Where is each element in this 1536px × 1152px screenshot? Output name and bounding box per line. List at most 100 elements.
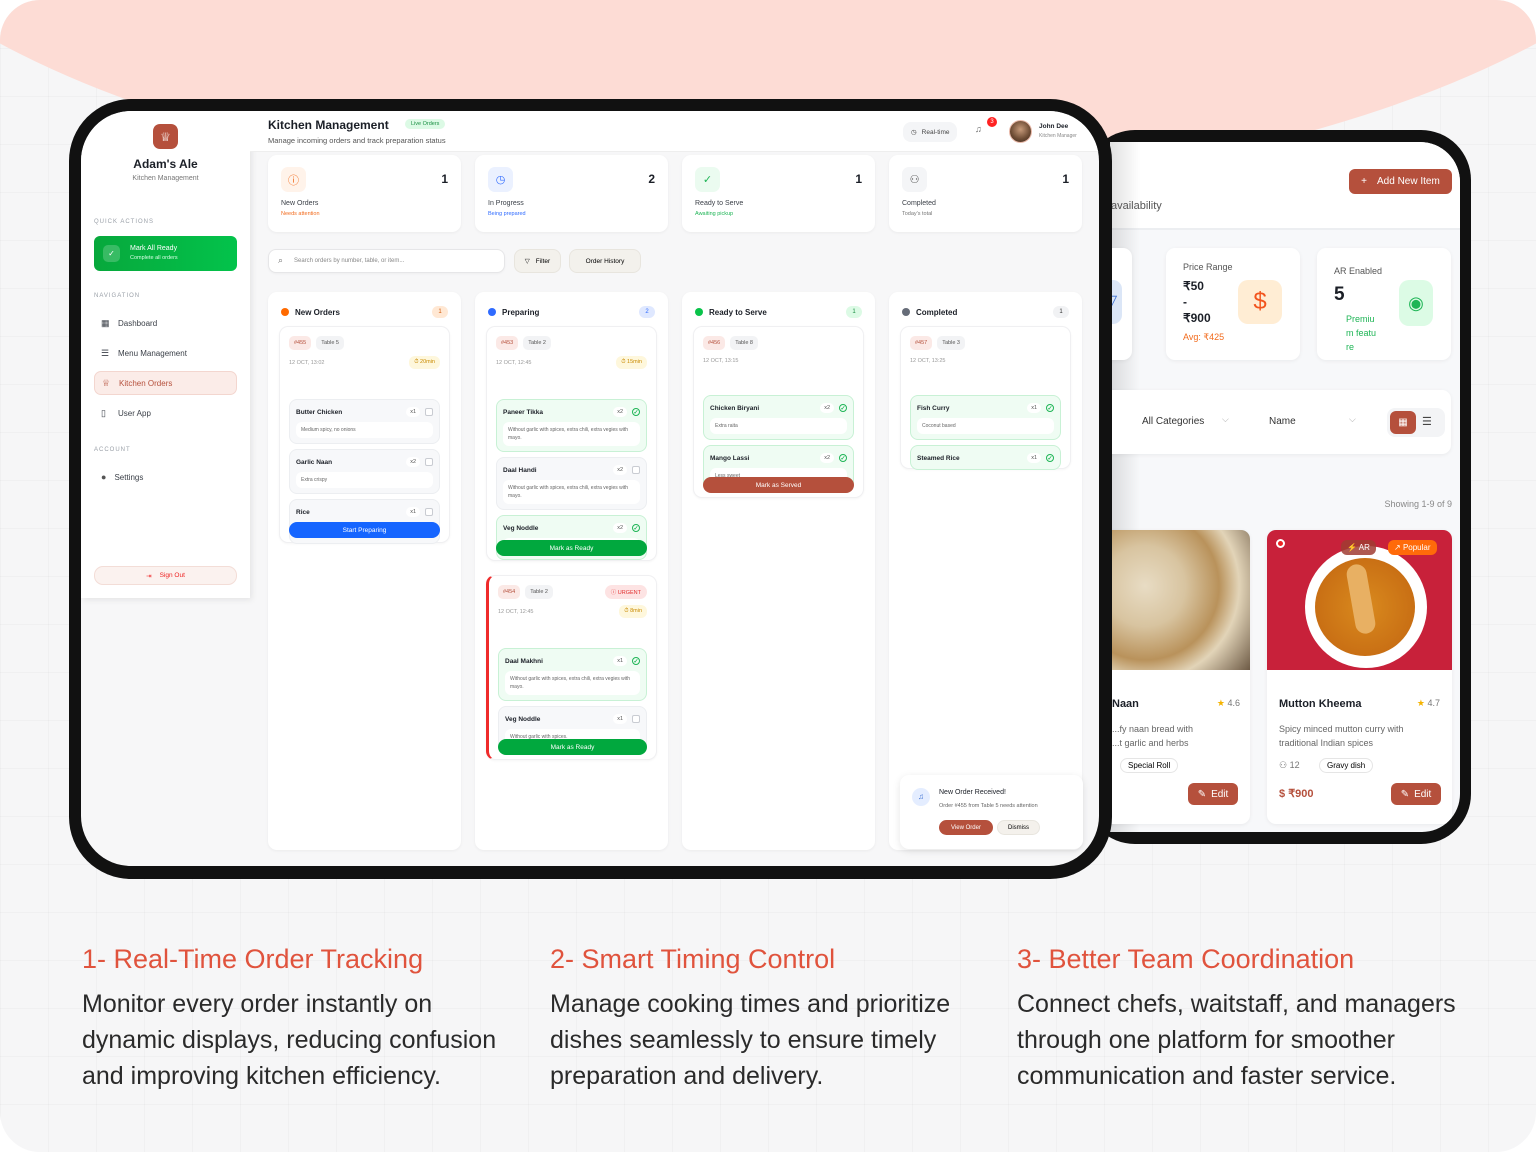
dismiss-button[interactable]: Dismiss [997, 820, 1040, 835]
order-time: 12 OCT, 13:15 [703, 358, 739, 364]
action-button-mark-as-ready[interactable]: Mark as Ready [498, 739, 647, 755]
sidebar: ♕ Adam's Ale Kitchen Management QUICK AC… [81, 111, 250, 598]
price-average: Avg: ₹425 [1183, 332, 1225, 342]
menu-icon: ☰ [101, 347, 110, 358]
sidebar-item-kitchen-orders[interactable]: ♕ Kitchen Orders [94, 371, 237, 395]
order-items: Daal Makhni x1 ✓ Without garlic with spices… [498, 648, 647, 751]
column-preparing: Preparing 2 #453 Table 2 12 OCT, 12:45 ⏱︎ 15m… [475, 292, 668, 850]
sidebar-item-dashboard[interactable]: ▦ Dashboard [94, 311, 237, 335]
bell-icon[interactable]: ♫ [975, 124, 982, 134]
item-checkbox[interactable] [425, 458, 433, 466]
item-name: Garlic Naan [296, 458, 333, 466]
mark-all-ready-button[interactable]: ✓ Mark All Ready Complete all orders [94, 236, 237, 271]
item-quantity: x2 [613, 523, 627, 533]
item-note: Extra raita [710, 418, 847, 434]
column-header: New Orders 1 [281, 306, 448, 318]
item-name: Mutton Kheema [1279, 698, 1362, 710]
add-new-item-button[interactable]: + Add New Item [1349, 169, 1452, 194]
check-circle-icon[interactable]: ✓ [1046, 454, 1054, 462]
item-quantity: x2 [613, 465, 627, 475]
column-count: 1 [432, 306, 448, 318]
item-checkbox[interactable] [425, 408, 433, 416]
realtime-button[interactable]: ◷ Real-time [903, 122, 958, 142]
item-header: Rice x1 [296, 506, 433, 518]
action-button-mark-as-served[interactable]: Mark as Served [703, 477, 854, 493]
page-subtitle: availability [1111, 200, 1162, 212]
timer-icon: ⏱︎ [624, 608, 629, 614]
price-range-card: Price Range ₹50- ₹900 Avg: ₹425 $ [1166, 248, 1300, 360]
item-header: Chicken Biryani x2 ✓ [710, 402, 847, 414]
item-name: Fish Curry [917, 404, 950, 412]
brand-subtitle: Kitchen Management [132, 175, 199, 182]
timer-icon: ⏱︎ [414, 359, 419, 365]
stat-value: 1 [855, 172, 862, 186]
filter-bar: All Categories ⌵ Name ⌵ ▦ ☰ [1110, 390, 1451, 454]
order-item: Chicken Biryani x2 ✓ Extra raita [703, 395, 854, 440]
settings-icon: ● [101, 472, 107, 482]
item-name: Butter Chicken [296, 408, 343, 416]
search-input[interactable]: ⌕ Search orders by number, table, or ite… [268, 249, 505, 273]
check-circle-icon[interactable]: ✓ [632, 657, 640, 665]
rating: ★ 4.7 [1416, 698, 1440, 708]
order-history-button[interactable]: Order History [569, 249, 641, 273]
nav-label: User App [118, 408, 151, 418]
edit-button[interactable]: ✎ Edit [1188, 783, 1238, 805]
column-count: 2 [639, 306, 655, 318]
check-circle-icon[interactable]: ✓ [839, 404, 847, 412]
action-button-start-preparing[interactable]: Start Preparing [289, 522, 440, 538]
category-select[interactable]: All Categories [1142, 416, 1205, 427]
item-quantity: x2 [406, 457, 420, 467]
order-tags: #453 Table 2 [496, 336, 551, 350]
status-dot [902, 308, 910, 316]
filter-button[interactable]: ▽ Filter [514, 249, 561, 273]
order-item: Garlic Naan x2 Extra crispy [289, 449, 440, 494]
check-circle-icon[interactable]: ✓ [1046, 404, 1054, 412]
sort-select[interactable]: Name [1269, 416, 1296, 427]
label: AR Enabled [1334, 266, 1383, 276]
feature-title: 2- Smart Timing Control [550, 944, 836, 974]
item-checkbox[interactable] [632, 715, 640, 723]
sidebar-item-user-app[interactable]: ▯ User App [94, 401, 237, 425]
notification-badge: 3 [987, 117, 997, 127]
item-name: Mango Lassi [710, 454, 750, 462]
order-number: #454 [498, 585, 521, 599]
grid-view-button[interactable]: ▦ [1390, 411, 1416, 434]
view-order-button[interactable]: View Order [939, 820, 993, 835]
order-time: 12 OCT, 12:45 [498, 609, 534, 615]
item-checkbox[interactable] [425, 508, 433, 516]
nav-label: Kitchen Orders [119, 378, 173, 388]
check-circle-icon[interactable]: ✓ [839, 454, 847, 462]
users-icon: ⚇ [1279, 760, 1288, 770]
stat-sublabel: Today's total [902, 211, 933, 217]
showing-count: Showing 1-9 of 9 [1384, 499, 1452, 509]
check-circle-icon[interactable]: ✓ [632, 408, 640, 416]
table-number: Table 3 [937, 336, 965, 350]
column-header: Completed 1 [902, 306, 1069, 318]
item-header: Steamed Rice x1 ✓ [917, 452, 1054, 464]
item-quantity: x1 [1027, 453, 1041, 463]
order-time: 12 OCT, 13:25 [910, 358, 946, 364]
item-note: Extra crispy [296, 472, 433, 488]
urgent-label: URGENT [617, 590, 641, 596]
check-circle-icon[interactable]: ✓ [632, 524, 640, 532]
item-header: Veg Noddle x2 ✓ [503, 522, 640, 534]
timer-value: 20min [420, 359, 435, 365]
list-view-button[interactable]: ☰ [1422, 416, 1432, 428]
item-header: Butter Chicken x1 [296, 406, 433, 418]
item-checkbox[interactable] [632, 466, 640, 474]
sign-out-button[interactable]: ⇥ Sign Out [94, 566, 237, 585]
sidebar-item-settings[interactable]: ● Settings [101, 472, 144, 482]
item-name: Paneer Tikka [503, 408, 543, 416]
item-note: Without garlic with spices, extra chili,… [503, 480, 640, 504]
item-name: Chicken Biryani [710, 404, 760, 412]
action-button-mark-as-ready[interactable]: Mark as Ready [496, 540, 647, 556]
item-note: Medium spicy, no onions [296, 422, 433, 438]
column-header: Preparing 2 [488, 306, 655, 318]
stat-label: New Orders [281, 200, 319, 207]
edit-button[interactable]: ✎ Edit [1391, 783, 1441, 805]
avatar[interactable] [1009, 120, 1032, 143]
sidebar-item-menu-management[interactable]: ☰ Menu Management [94, 341, 237, 365]
item-header: Mango Lassi x2 ✓ [710, 452, 847, 464]
page-subtitle: Manage incoming orders and track prepara… [268, 136, 446, 145]
order-items: Chicken Biryani x2 ✓ Extra raita Mango Lassi… [703, 395, 854, 490]
